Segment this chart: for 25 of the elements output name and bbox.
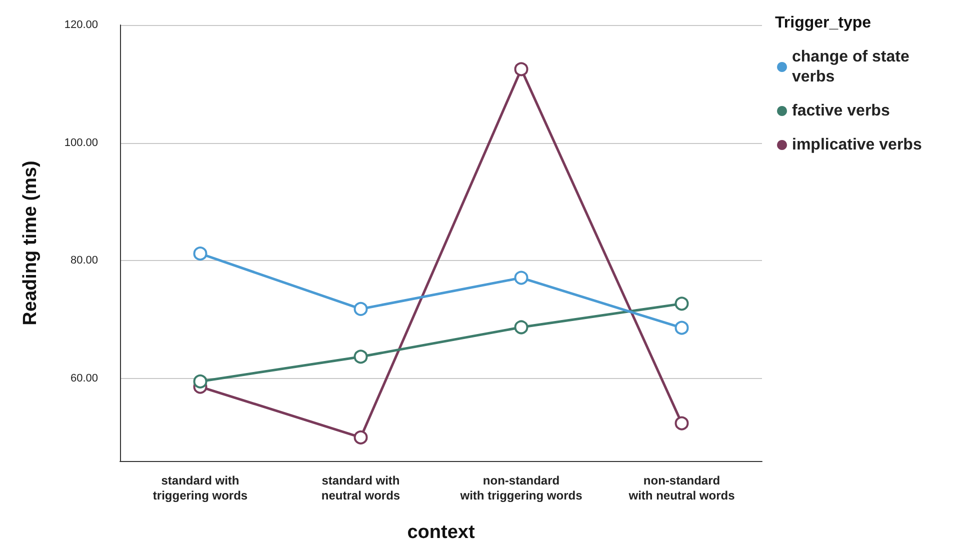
point — [193, 374, 208, 388]
x-tick-label: non-standard with triggering words — [459, 474, 583, 502]
y-tick-label: 80.00 — [70, 254, 98, 267]
y-tick-label: 120.00 — [64, 19, 98, 31]
legend-label: factive verbs — [792, 102, 890, 120]
legend-label: change of state verbs — [792, 48, 914, 86]
point — [514, 270, 528, 285]
point — [674, 416, 689, 430]
x-tick-label: standard with triggering words — [152, 474, 248, 502]
point — [193, 246, 208, 261]
y-axis-title: Reading time (ms) — [20, 160, 41, 326]
legend-label: implicative verbs — [792, 136, 922, 154]
x-tick-label: standard with neutral words — [321, 474, 400, 502]
point — [674, 320, 689, 335]
legend-title: Trigger_type — [775, 14, 872, 32]
x-axis-title: context — [407, 522, 476, 543]
point — [514, 62, 528, 76]
point — [354, 302, 368, 316]
point — [514, 320, 528, 334]
point — [354, 350, 368, 364]
point — [674, 296, 689, 311]
point — [354, 430, 368, 444]
y-tick-label: 60.00 — [70, 372, 98, 385]
y-tick-label: 100.00 — [64, 136, 98, 149]
x-tick-label: non-standard with neutral words — [628, 474, 736, 502]
